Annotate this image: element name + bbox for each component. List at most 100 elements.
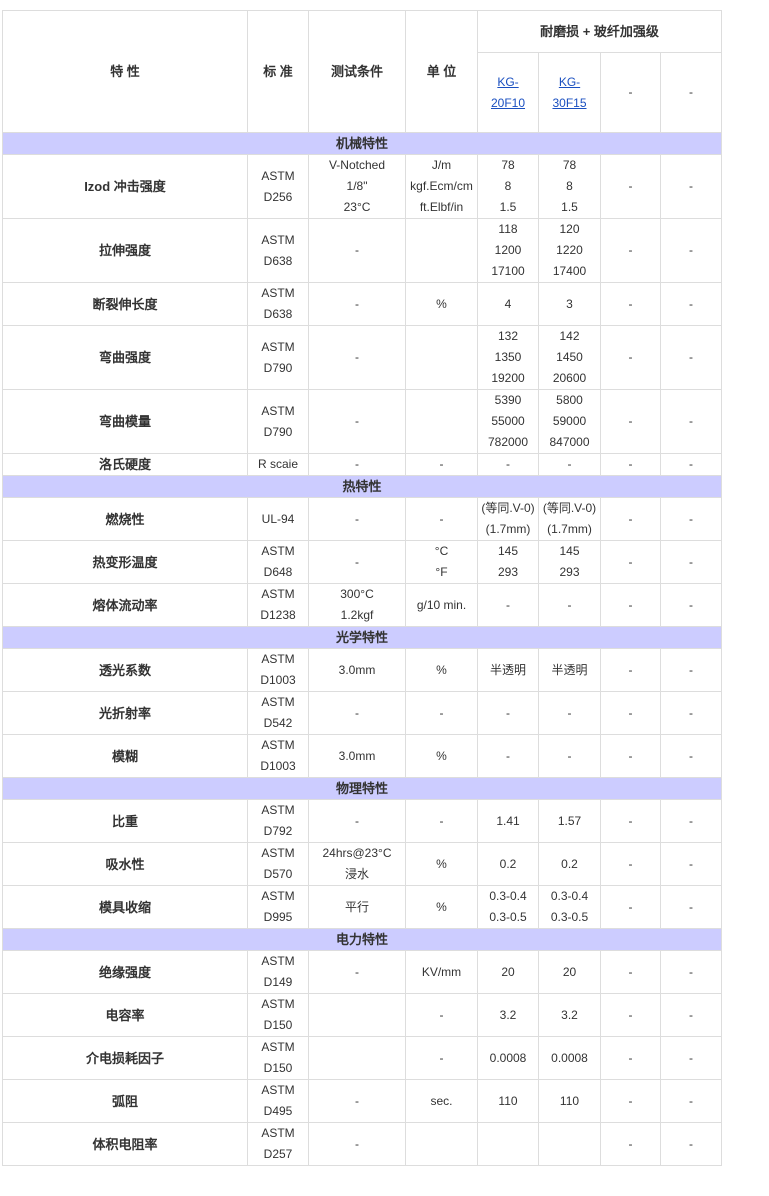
value-cell: - — [600, 540, 661, 584]
value-cell: - — [600, 389, 661, 454]
value-cell: 3 — [538, 282, 601, 326]
table-row: 光折射率 ASTM D542- - - - - - — [2, 691, 723, 735]
property-cell: 模具收缩 — [2, 885, 248, 929]
value-cell: 145 293 — [538, 540, 601, 584]
standard-cell: ASTM D542 — [247, 691, 309, 735]
standard-cell: ASTM D150 — [247, 1036, 309, 1080]
standard-cell: ASTM D257 — [247, 1122, 309, 1166]
section-title: 机械特性 — [1, 132, 723, 155]
table-row: 拉伸强度 ASTM D638-118 1200 17100 120 1220 174… — [2, 218, 723, 283]
value-cell: - — [600, 218, 661, 283]
property-cell: 燃烧性 — [2, 497, 248, 541]
value-cell: - — [600, 1036, 661, 1080]
standard-cell: ASTM D790 — [247, 389, 309, 454]
value-cell: - — [659, 583, 723, 627]
standard-cell: ASTM D792 — [247, 799, 309, 843]
value-cell: - — [659, 734, 723, 778]
unit-cell: - — [405, 453, 478, 476]
property-cell: 弧阻 — [2, 1079, 248, 1123]
value-cell: 142 1450 20600 — [538, 325, 601, 390]
section-title: 热特性 — [1, 475, 723, 498]
value-cell: 0.3-0.4 0.3-0.5 — [538, 885, 601, 929]
value-cell: - — [659, 648, 723, 692]
value-cell: - — [659, 325, 723, 390]
value-cell: 0.0008 — [538, 1036, 601, 1080]
table-row: 弯曲模量 ASTM D790-5390 55000 782000 5800 5900… — [2, 389, 723, 454]
standard-cell: ASTM D149 — [247, 950, 309, 994]
grade-cell-3: - — [600, 52, 661, 133]
value-cell: 1.57 — [538, 799, 601, 843]
value-cell: - — [659, 540, 723, 584]
unit-cell: - — [405, 1036, 478, 1080]
value-cell: 0.2 — [538, 842, 601, 886]
condition-cell: - — [308, 691, 406, 735]
value-cell: - — [600, 993, 661, 1037]
value-cell: 118 1200 17100 — [477, 218, 539, 283]
value-cell: 4 — [477, 282, 539, 326]
unit-cell: - — [405, 497, 478, 541]
table-row: 模糊 ASTM D1003 3.0mm% - - - - — [2, 734, 723, 778]
value-cell — [477, 1122, 539, 1166]
value-cell — [538, 1122, 601, 1166]
value-cell: - — [659, 950, 723, 994]
value-cell: - — [659, 218, 723, 283]
grade-link-kg-30f15[interactable]: KG- 30F15 — [552, 74, 587, 110]
condition-cell: - — [308, 799, 406, 843]
unit-cell: % — [405, 282, 478, 326]
value-cell: - — [600, 453, 661, 476]
value-cell: 3.2 — [538, 993, 601, 1037]
value-cell: - — [600, 885, 661, 929]
property-cell: 绝缘强度 — [2, 950, 248, 994]
unit-cell: % — [405, 842, 478, 886]
property-cell: 洛氏硬度 — [2, 453, 248, 476]
value-cell: - — [477, 691, 539, 735]
property-cell: 比重 — [2, 799, 248, 843]
value-cell: 78 8 1.5 — [538, 154, 601, 219]
condition-cell — [308, 993, 406, 1037]
table-row: 模具收缩 ASTM D995 平行% 0.3-0.4 0.3-0.5 0.3-0.4 0… — [2, 885, 723, 929]
property-cell: 电容率 — [2, 993, 248, 1037]
property-cell: 光折射率 — [2, 691, 248, 735]
value-cell: - — [600, 583, 661, 627]
condition-cell: - — [308, 1122, 406, 1166]
value-cell: 20 — [538, 950, 601, 994]
value-cell: - — [538, 734, 601, 778]
property-cell: 透光系数 — [2, 648, 248, 692]
value-cell: - — [659, 885, 723, 929]
value-cell: - — [659, 1036, 723, 1080]
standard-cell: ASTM D638 — [247, 282, 309, 326]
condition-cell: - — [308, 218, 406, 283]
unit-cell — [405, 218, 478, 283]
property-cell: 吸水性 — [2, 842, 248, 886]
section-title: 电力特性 — [1, 928, 723, 951]
standard-cell: ASTM D150 — [247, 993, 309, 1037]
value-cell: - — [538, 583, 601, 627]
grade-cell-4: - — [659, 52, 723, 133]
unit-cell — [405, 1122, 478, 1166]
standard-cell: UL-94 — [247, 497, 309, 541]
value-cell: 0.2 — [477, 842, 539, 886]
table-row: 吸水性 ASTM D570 24hrs@23°C 浸水% 0.2 0.2- - — [2, 842, 723, 886]
value-cell: 5800 59000 847000 — [538, 389, 601, 454]
table-row: 断裂伸长度 ASTM D638-% 4 3- - — [2, 282, 723, 326]
value-cell: - — [600, 950, 661, 994]
value-cell: - — [659, 154, 723, 219]
value-cell: 半透明 — [538, 648, 601, 692]
value-cell: 132 1350 19200 — [477, 325, 539, 390]
value-cell: - — [600, 1079, 661, 1123]
standard-cell: ASTM D256 — [247, 154, 309, 219]
value-cell: - — [600, 648, 661, 692]
condition-cell: - — [308, 325, 406, 390]
value-cell: - — [659, 691, 723, 735]
table-row: 透光系数 ASTM D1003 3.0mm% 半透明 半透明 - - — [2, 648, 723, 692]
value-cell: 0.3-0.4 0.3-0.5 — [477, 885, 539, 929]
value-cell: (等同.V-0) (1.7mm) — [538, 497, 601, 541]
standard-cell: ASTM D1003 — [247, 648, 309, 692]
value-cell: 78 8 1.5 — [477, 154, 539, 219]
unit-cell: % — [405, 734, 478, 778]
value-cell: 145 293 — [477, 540, 539, 584]
value-cell: - — [538, 453, 601, 476]
section-row: 物理特性 — [1, 777, 723, 800]
value-cell: - — [477, 583, 539, 627]
grade-link-kg-20f10[interactable]: KG- 20F10 — [490, 74, 526, 110]
